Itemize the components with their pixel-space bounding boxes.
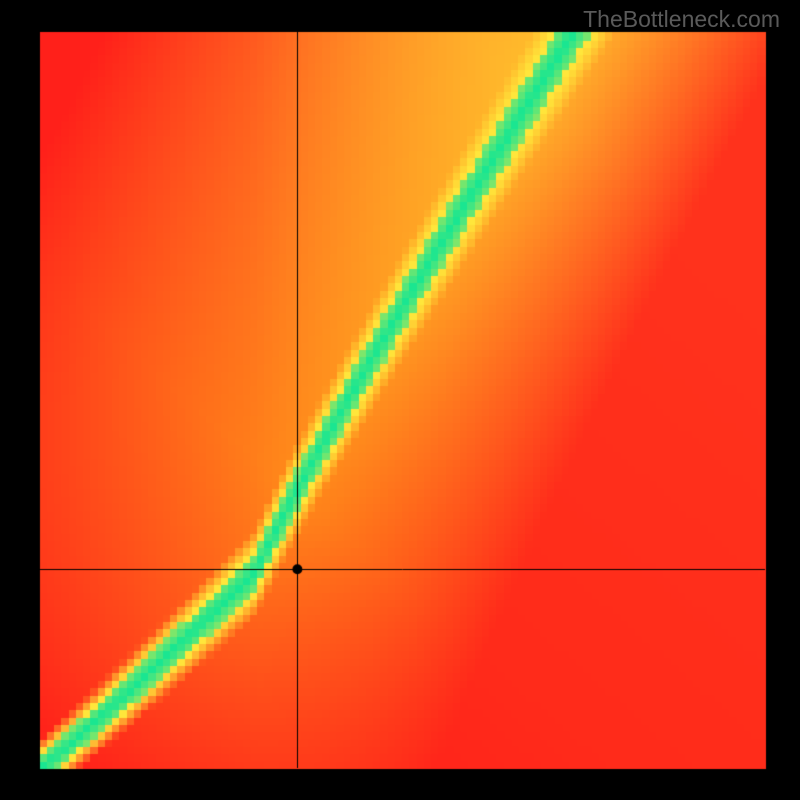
watermark-text: TheBottleneck.com bbox=[583, 6, 780, 33]
bottleneck-heatmap bbox=[0, 0, 800, 800]
chart-container: TheBottleneck.com bbox=[0, 0, 800, 800]
